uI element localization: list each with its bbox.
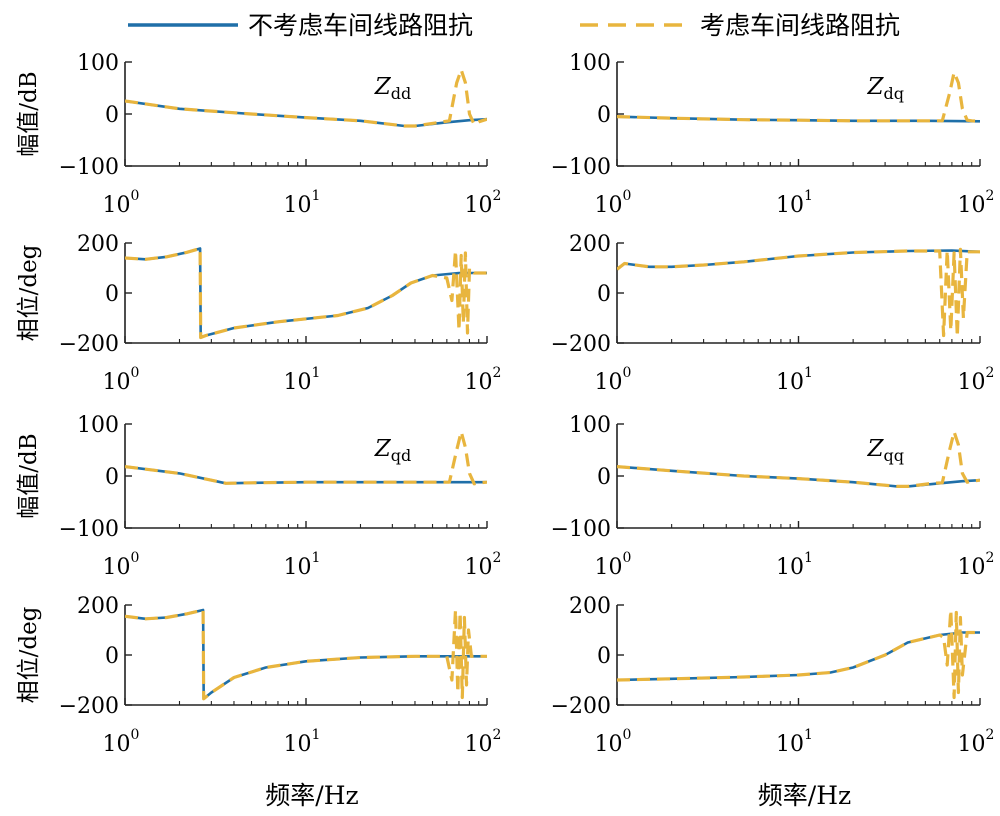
y-tick-label: 0: [597, 465, 611, 490]
panel-zqd-phase: 200 0 −200 100 101 102 相位/deg 频率/Hz: [16, 594, 501, 810]
series-line-with-impedance: [617, 430, 980, 488]
y-tick-label: 0: [105, 103, 119, 128]
y-axis-label: 幅值/dB: [16, 433, 42, 518]
series-group: [617, 247, 980, 339]
y-tick-label: 0: [105, 282, 119, 307]
x-axis-label: 频率/Hz: [758, 781, 851, 810]
y-tick-label: −100: [551, 155, 611, 180]
panel-zdq-phase: 200 0 −200 100 101 102: [551, 232, 995, 395]
series-line-with-impedance: [125, 68, 487, 128]
x-tick-label: 101: [284, 727, 321, 757]
y-tick-label: −200: [59, 332, 119, 357]
series-group: [617, 608, 980, 700]
x-tick-label: 100: [595, 188, 632, 218]
panel-zqq-phase: 200 0 −200 100 101 102 频率/Hz: [551, 594, 995, 810]
series-line-without-impedance: [617, 249, 980, 271]
series-line-with-impedance: [125, 608, 487, 701]
x-tick-label: 100: [103, 727, 140, 757]
y-tick-label: 0: [597, 282, 611, 307]
series-group: [617, 430, 980, 488]
y-tick-label: −100: [551, 517, 611, 542]
panel-zqq-mag: 100 0 −100 100 101 102 Zqq: [551, 413, 995, 580]
y-tick-label: 200: [77, 232, 119, 257]
y-tick-label: 0: [105, 644, 119, 669]
y-tick-label: −200: [59, 694, 119, 719]
x-tick-label: 102: [958, 188, 995, 218]
y-tick-label: 200: [77, 594, 119, 619]
y-axis-label: 相位/deg: [16, 244, 42, 341]
x-tick-label: 101: [776, 365, 813, 395]
y-tick-label: −200: [551, 332, 611, 357]
y-tick-label: 0: [597, 103, 611, 128]
panel-zdd-mag: 100 0 −100 100 101 102 Zdd 幅值/dB: [16, 51, 501, 218]
x-tick-label: 100: [103, 188, 140, 218]
x-tick-label: 101: [284, 188, 321, 218]
x-tick-label: 100: [103, 365, 140, 395]
y-tick-label: 0: [105, 465, 119, 490]
series-group: [125, 68, 487, 128]
x-tick-label: 100: [103, 550, 140, 580]
panel-zdd-phase: 200 0 −200 100 101 102 相位/deg: [16, 232, 501, 395]
y-tick-label: 200: [569, 232, 611, 257]
annotation-zdd-mag: Zdd: [374, 74, 411, 103]
y-axis-label: 相位/deg: [16, 606, 42, 703]
x-tick-label: 102: [958, 727, 995, 757]
series-line-with-impedance: [617, 247, 980, 339]
series-group: [125, 430, 487, 486]
series-line-with-impedance: [617, 70, 980, 123]
panel-zdq-mag: 100 0 −100 100 101 102 Zdq: [551, 51, 995, 218]
x-tick-label: 100: [595, 550, 632, 580]
x-tick-label: 101: [776, 188, 813, 218]
y-tick-label: 0: [597, 644, 611, 669]
y-tick-label: 200: [569, 594, 611, 619]
legend-label-without-impedance: 不考虑车间线路阻抗: [248, 11, 473, 40]
series-line-without-impedance: [617, 631, 980, 682]
y-tick-label: −100: [59, 155, 119, 180]
y-tick-label: 100: [77, 51, 119, 76]
annotation-zqq-mag: Zqq: [866, 436, 903, 465]
y-tick-label: −100: [59, 517, 119, 542]
x-tick-label: 101: [284, 365, 321, 395]
y-tick-label: −200: [551, 694, 611, 719]
y-tick-label: 100: [77, 413, 119, 438]
legend: 不考虑车间线路阻抗 考虑车间线路阻抗: [128, 11, 900, 40]
y-tick-label: 100: [569, 51, 611, 76]
x-tick-label: 101: [776, 550, 813, 580]
x-tick-label: 102: [958, 550, 995, 580]
series-line-with-impedance: [617, 608, 980, 700]
x-tick-label: 101: [776, 727, 813, 757]
series-line-without-impedance: [125, 247, 487, 339]
series-line-with-impedance: [125, 246, 487, 340]
series-line-without-impedance: [125, 608, 487, 701]
x-tick-label: 102: [958, 365, 995, 395]
series-group: [617, 70, 980, 123]
series-group: [125, 608, 487, 701]
x-tick-label: 102: [465, 727, 502, 757]
annotation-zqd-mag: Zqd: [374, 436, 411, 465]
x-tick-label: 101: [284, 550, 321, 580]
panel-zqd-mag: 100 0 −100 100 101 102 Zqd 幅值/dB: [16, 413, 501, 580]
annotation-zdq-mag: Zdq: [866, 74, 903, 103]
x-tick-label: 102: [465, 188, 502, 218]
y-axis-label: 幅值/dB: [16, 71, 42, 156]
y-tick-label: 100: [569, 413, 611, 438]
legend-label-with-impedance: 考虑车间线路阻抗: [700, 11, 900, 40]
x-tick-label: 100: [595, 727, 632, 757]
x-tick-label: 102: [465, 550, 502, 580]
series-line-with-impedance: [125, 430, 487, 486]
x-tick-label: 102: [465, 365, 502, 395]
x-tick-label: 100: [595, 365, 632, 395]
series-group: [125, 246, 487, 340]
x-axis-label: 频率/Hz: [265, 781, 358, 810]
